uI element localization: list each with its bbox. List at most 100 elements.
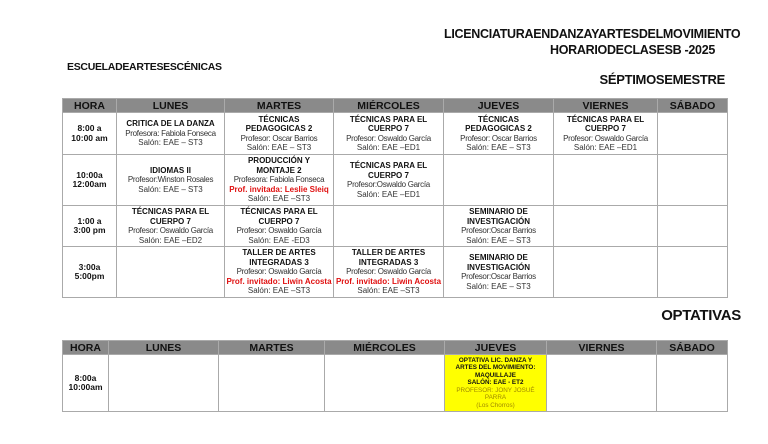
- elective-line: PARRA: [484, 394, 507, 402]
- course-title: TÉCNICAS PARA EL: [349, 114, 428, 124]
- schedule-title: HORARIODECLASESB -2025: [550, 43, 715, 57]
- room: Salón: EAE – ST3: [466, 235, 531, 245]
- professor: Profesor: Oswaldo García: [563, 133, 648, 143]
- course-title: INTEGRADAS 3: [249, 257, 309, 267]
- guest-professor: Prof. invitado: Liwin Acosta: [335, 276, 442, 286]
- elective-line: ARTES DEL MOVIMIENTO:: [455, 364, 536, 372]
- schedule-row: 3:00a 5:00pm TALLER DE ARTES INTEGRADAS 3 Pr…: [62, 246, 728, 298]
- course-title: IDIOMAS II: [150, 165, 191, 175]
- room: Salón: EAE – ST3: [138, 138, 203, 148]
- course-title: INVESTIGACIÓN: [466, 216, 531, 226]
- course-title: TALLER DE ARTES: [351, 248, 426, 258]
- course-title: PEDAGOGICAS 2: [245, 124, 313, 133]
- schedule-table: HORA LUNES MARTES MIÉRCOLES JUEVES VIERNES SÁB…: [62, 98, 728, 298]
- course-title: SEMINARIO DE: [469, 207, 528, 216]
- school-name: ESCUELADEARTESESCÉNICAS: [67, 61, 222, 73]
- course-title: MONTAJE 2: [256, 165, 302, 175]
- column-header-2: MARTES: [218, 340, 325, 355]
- class-cell: TÉCNICAS PARA EL CUERPO 7 Profesor: Oswald…: [553, 112, 658, 155]
- course-title: CUERPO 7: [258, 216, 300, 226]
- course-title: INTEGRADAS 3: [358, 257, 419, 267]
- room: Salón: EAE –ED1: [356, 189, 421, 199]
- professor: Profesor: Oswaldo García: [128, 226, 213, 235]
- class-cell: TALLER DE ARTES INTEGRADAS 3 Profesor: Osw…: [224, 246, 334, 298]
- class-cell: TÉCNICAS PEDAGOGICAS 2 Profesor: Oscar Bar…: [224, 112, 334, 155]
- class-cell: TÉCNICAS PARA EL CUERPO 7 Profesor: Oswald…: [224, 205, 334, 247]
- schedule-row: 10:00a 12:00am IDIOMAS II Profesor:Winston …: [62, 154, 728, 206]
- course-title: PEDAGOGICAS 2: [465, 124, 532, 133]
- empty-cell: [657, 154, 728, 206]
- room: Salón: EAE – ST3: [466, 281, 531, 291]
- empty-cell: [657, 112, 728, 155]
- time-line: 8:00 a: [77, 123, 102, 133]
- room: Salón: EAE –ST3: [247, 286, 311, 296]
- column-header-0: HORA: [62, 98, 117, 113]
- class-cell: TÉCNICAS PEDAGOGICAS 2 Profesor: Oscar Bar…: [443, 112, 554, 155]
- class-cell: SEMINARIO DE INVESTIGACIÓN Profesor:Oscar …: [443, 246, 554, 298]
- room: Salón: EAE – ST3: [466, 143, 531, 152]
- electives-table: HORA LUNES MARTES MIÉRCOLES JUEVES VIERNES SÁB…: [62, 340, 728, 412]
- empty-cell: [116, 246, 225, 298]
- empty-cell: [218, 354, 325, 412]
- course-title: CUERPO 7: [368, 170, 409, 180]
- room: Salón: EAE –ED1: [356, 143, 421, 152]
- program-title: LICENCIATURAENDANZAYARTESDELMOVIMIENTO: [444, 27, 741, 41]
- professor: Profesor:Oswaldo García: [347, 180, 430, 189]
- time-slot: 10:00a 12:00am: [62, 154, 117, 206]
- professor: Profesor: Oswaldo García: [236, 226, 322, 235]
- empty-cell: [553, 154, 658, 206]
- time-slot: 3:00a 5:00pm: [62, 246, 117, 298]
- empty-cell: [657, 205, 728, 247]
- course-title: TÉCNICAS PARA EL: [349, 161, 428, 170]
- empty-cell: [656, 354, 728, 412]
- column-header-3: MIÉRCOLES: [324, 340, 445, 355]
- course-title: CRITICA DE LA DANZA: [126, 119, 215, 129]
- time-line: 10:00am: [68, 382, 103, 392]
- column-header-5: VIERNES: [553, 98, 658, 113]
- time-line: 5:00pm: [74, 271, 105, 281]
- room: Salón: EAE –ED2: [138, 235, 203, 245]
- class-cell: TÉCNICAS PARA EL CUERPO 7 Profesor:Oswaldo…: [333, 154, 444, 206]
- class-cell: SEMINARIO DE INVESTIGACIÓN Profesor:Oscar …: [443, 205, 554, 247]
- column-header-1: LUNES: [108, 340, 219, 355]
- elective-line: SALÓN: EAE - ET2: [467, 379, 524, 387]
- time-line: 8:00a: [74, 372, 97, 383]
- time-slot: 8:00a 10:00am: [62, 354, 109, 412]
- room: Salón: EAE – ST3: [138, 184, 203, 194]
- schedule-row: 8:00 a 10:00 am CRITICA DE LA DANZA Profeso…: [62, 112, 728, 155]
- professor: Profesor: Oswaldo García: [236, 267, 322, 277]
- course-title: CUERPO 7: [150, 216, 191, 226]
- elective-line: MAQUILLAJE: [475, 371, 516, 379]
- professor: Profesora: Fabiola Fonseca: [233, 175, 325, 185]
- column-header-4: JUEVES: [444, 340, 547, 355]
- room: Salón: EAE – ST3: [246, 143, 312, 152]
- time-line: 10:00 am: [71, 132, 108, 143]
- course-title: INVESTIGACIÓN: [466, 262, 531, 272]
- time-line: 12:00am: [72, 179, 107, 189]
- time-slot: 8:00 a 10:00 am: [62, 112, 117, 155]
- empty-cell: [546, 354, 657, 412]
- empty-cell: [333, 205, 444, 247]
- elective-line: (Los Chorros): [476, 401, 515, 409]
- class-cell: CRITICA DE LA DANZA Profesora: Fabiola Fo…: [116, 112, 225, 155]
- professor: Profesor:Oscar Barrios: [461, 226, 536, 235]
- course-title: PRODUCCIÓN Y: [247, 156, 311, 166]
- course-title: TÉCNICAS: [258, 114, 300, 124]
- room: Salón: EAE –ST3: [247, 194, 311, 204]
- professor: Profesor:Winston Rosales: [127, 175, 214, 185]
- professor: Profesor: Oswaldo García: [346, 267, 431, 277]
- class-cell: TALLER DE ARTES INTEGRADAS 3 Profesor: Osw…: [333, 246, 444, 298]
- course-title: TÉCNICAS PARA EL: [240, 207, 318, 216]
- time-slot: 1:00 a 3:00 pm: [62, 205, 117, 247]
- empty-cell: [108, 354, 219, 412]
- elective-line: OPTATIVA LIC. DANZA Y: [458, 356, 533, 364]
- column-header-0: HORA: [62, 340, 109, 355]
- course-title: CUERPO 7: [585, 124, 626, 133]
- empty-cell: [443, 154, 554, 206]
- time-line: 1:00 a: [77, 215, 102, 226]
- column-header-2: MARTES: [224, 98, 334, 113]
- room: Salón: EAE -ED3: [248, 235, 310, 245]
- guest-professor: Prof. invitado: Liwin Acosta: [226, 276, 332, 286]
- elective-cell: OPTATIVA LIC. DANZA Y ARTES DEL MOVIMIENT…: [444, 354, 547, 412]
- class-cell: TÉCNICAS PARA EL CUERPO 7 Profesor: Oswald…: [333, 112, 444, 155]
